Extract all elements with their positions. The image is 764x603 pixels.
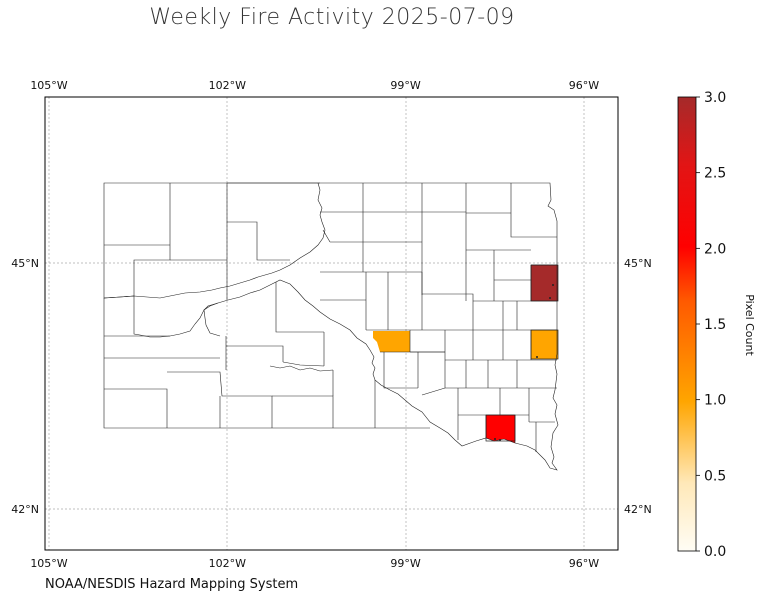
fire-point — [536, 356, 538, 358]
lon-tick-labels-bottom: 105°W 102°W 99°W 96°W — [30, 557, 599, 570]
county-boundaries — [103, 182, 559, 471]
colorbar-tick-label: 0.0 — [704, 544, 726, 560]
colorbar-label: Pixel Count — [743, 294, 756, 356]
county-fire-mid-east — [531, 330, 558, 359]
lon-tick-label-top: 99°W — [390, 79, 420, 92]
colorbar-tick-label: 2.5 — [704, 166, 726, 182]
county-fire-high — [531, 265, 558, 301]
county-fire-red — [486, 415, 515, 443]
lat-tick-labels-left: 45°N 42°N — [11, 257, 39, 516]
map-border — [44, 96, 619, 551]
lon-tick-labels-top: 105°W 102°W 99°W 96°W — [30, 79, 599, 92]
fire-point — [499, 439, 501, 441]
lon-tick-label-top: 105°W — [30, 79, 67, 92]
lat-tick-label-right: 45°N — [624, 257, 652, 270]
fire-point — [552, 284, 554, 286]
lon-tick-label-bottom: 99°W — [390, 557, 420, 570]
lon-tick-label-bottom: 102°W — [209, 557, 246, 570]
fire-point — [494, 438, 496, 440]
lat-tick-labels-right: 45°N 42°N — [624, 257, 652, 516]
fire-counties — [373, 265, 558, 443]
credit-text: NOAA/NESDIS Hazard Mapping System — [45, 577, 299, 592]
colorbar-tick-label: 1.0 — [704, 393, 726, 409]
county-fire-mid-central — [373, 331, 410, 352]
colorbar-tick-label: 3.0 — [704, 90, 726, 106]
lon-tick-label-bottom: 105°W — [30, 557, 67, 570]
lon-tick-label-top: 102°W — [209, 79, 246, 92]
fire-points — [494, 284, 554, 441]
colorbar — [677, 96, 697, 552]
lon-tick-label-top: 96°W — [569, 79, 599, 92]
lat-tick-label-right: 42°N — [624, 503, 652, 516]
colorbar-ticks: 0.0 0.5 1.0 1.5 2.0 2.5 3.0 — [696, 90, 726, 560]
colorbar-tick-label: 1.5 — [704, 317, 726, 333]
gridlines — [45, 97, 618, 550]
lat-tick-label-left: 45°N — [11, 257, 39, 270]
fire-county-outlines — [485, 264, 559, 442]
colorbar-tick-label: 0.5 — [704, 468, 726, 484]
lon-tick-label-bottom: 96°W — [569, 557, 599, 570]
page-title: Weekly Fire Activity 2025-07-09 — [149, 5, 515, 30]
colorbar-tick-label: 2.0 — [704, 241, 726, 257]
fire-point — [549, 297, 551, 299]
lat-tick-label-left: 42°N — [11, 503, 39, 516]
map-frame — [45, 97, 618, 550]
